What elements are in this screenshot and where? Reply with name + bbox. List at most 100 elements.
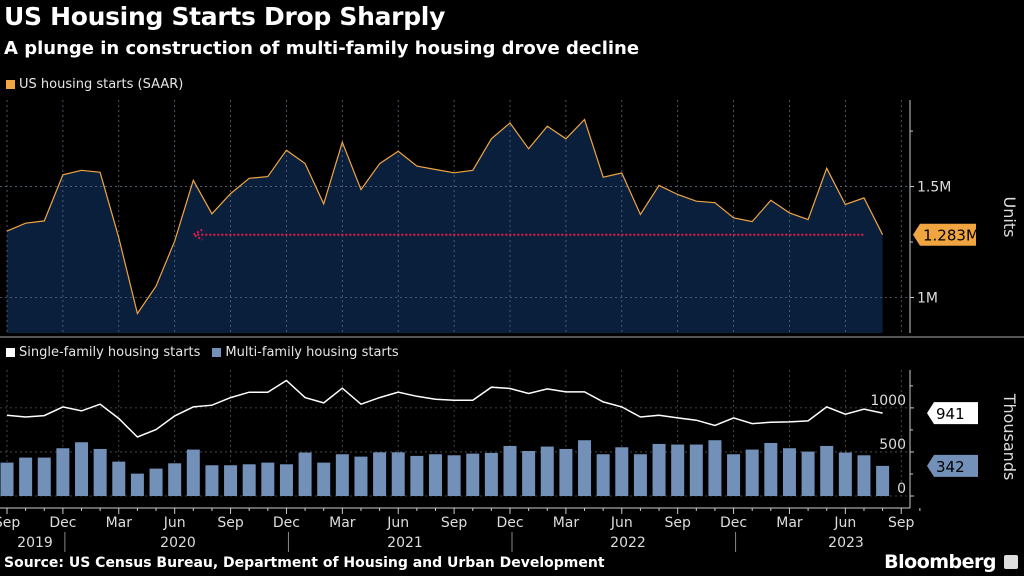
multi-family-bar [782, 448, 796, 496]
multi-family-bar [75, 442, 89, 496]
multi-family-bar [466, 453, 480, 496]
bottom-y-tick-label: 500 [879, 437, 906, 453]
multi-family-bar [186, 449, 200, 496]
legend-label-single: Single-family housing starts [19, 345, 201, 360]
single-family-last-label: 941 [936, 405, 965, 423]
legend-label-total: US housing starts (SAAR) [19, 77, 184, 92]
multi-family-bar [317, 462, 331, 496]
x-year-label: 2023 [828, 535, 864, 551]
x-month-label: Jun [386, 515, 409, 531]
x-month-label: Sep [441, 515, 468, 531]
last-value-badge [913, 223, 976, 246]
arrow-head-icon [191, 228, 203, 241]
top-y-tick-label: 1.5M [917, 180, 951, 196]
x-month-label: Sep [0, 515, 20, 531]
x-year-label: 2019 [17, 535, 53, 551]
multi-family-bar [671, 444, 685, 496]
multi-family-bar [727, 454, 741, 496]
multi-family-bar [820, 445, 834, 496]
last-value-label: 1.283M [923, 227, 979, 245]
x-month-label: Sep [664, 515, 691, 531]
bottom-y-axis-label: Thousands [1000, 393, 1019, 481]
legend-label-multi: Multi-family housing starts [225, 345, 399, 360]
x-month-label: Sep [217, 515, 244, 531]
multi-family-bar [652, 443, 666, 496]
bloomberg-logo: Bloomberg [884, 551, 996, 573]
multi-family-bar [689, 444, 703, 496]
x-month-label: Dec [49, 515, 76, 531]
multi-family-bar [484, 452, 498, 496]
legend-swatch-single [6, 348, 15, 357]
multi-family-bar [391, 452, 405, 496]
multi-family-bar [335, 454, 349, 496]
multi-family-bar [876, 465, 890, 496]
x-year-label: 2020 [160, 535, 196, 551]
multi-family-bar [112, 461, 126, 496]
legend-swatch-multi [212, 348, 222, 357]
multi-family-bar [0, 462, 14, 496]
multi-family-bar [56, 448, 70, 496]
bottom-y-tick-label: 0 [897, 481, 906, 497]
single-family-line [6, 379, 883, 438]
single-family-last-badge [927, 402, 978, 425]
bottom-y-tick-label: 1000 [870, 393, 906, 409]
legend-top: US housing starts (SAAR) [6, 77, 183, 92]
total-line [6, 118, 884, 315]
multi-family-bar [354, 456, 368, 496]
multi-family-bar [149, 468, 163, 496]
x-year-label: 2022 [610, 535, 646, 551]
multi-family-bar [298, 452, 312, 496]
chart-subtitle: A plunge in construction of multi-family… [4, 38, 640, 59]
multi-family-bar [615, 447, 629, 496]
multi-family-bar [410, 455, 424, 496]
multi-family-bar [745, 449, 759, 496]
multi-family-bar [633, 454, 647, 496]
multi-family-bar [428, 454, 442, 496]
multi-family-bar [279, 464, 293, 496]
multi-family-bar [224, 465, 238, 496]
top-y-tick-label: 1M [917, 290, 938, 306]
panel-separator [0, 336, 1024, 338]
multi-family-bar [37, 457, 51, 496]
total-area [7, 119, 883, 333]
x-month-label: Jun [610, 515, 633, 531]
multi-family-bar [857, 455, 871, 496]
multi-family-bar [242, 464, 256, 496]
multi-family-bar [559, 448, 573, 496]
x-year-label: 2021 [387, 535, 423, 551]
x-month-label: Jun [163, 515, 186, 531]
bloomberg-chart-icon [1004, 555, 1018, 569]
multi-family-bar [503, 445, 517, 496]
multi-family-bar [578, 440, 592, 496]
legend-bottom: Single-family housing starts Multi-famil… [6, 345, 399, 360]
multi-family-bar [205, 465, 219, 496]
multi-family-bar [130, 473, 144, 496]
chart-title: US Housing Starts Drop Sharply [4, 2, 446, 31]
top-y-axis-label: Units [1000, 197, 1019, 238]
multi-family-bar [261, 462, 275, 496]
multi-family-bar [168, 463, 182, 496]
multi-family-bar [447, 455, 461, 496]
x-month-label: Sep [888, 515, 915, 531]
multi-family-bar [838, 452, 852, 496]
x-month-label: Jun [833, 515, 856, 531]
multi-family-bar [764, 442, 778, 496]
multi-family-bar [522, 450, 536, 496]
multi-family-bar [596, 454, 610, 496]
multi-family-bar [19, 457, 33, 496]
source-note: Source: US Census Bureau, Department of … [4, 555, 605, 571]
x-month-label: Dec [720, 515, 747, 531]
multi-family-bar [708, 440, 722, 496]
multi-family-last-badge [927, 454, 978, 477]
multi-family-bar [801, 451, 815, 496]
multi-family-last-label: 342 [936, 458, 965, 476]
x-month-label: Mar [329, 515, 356, 531]
x-month-label: Dec [496, 515, 523, 531]
x-month-label: Dec [273, 515, 300, 531]
multi-family-bar [373, 452, 387, 496]
multi-family-bar [93, 448, 107, 496]
multi-family-bar [540, 446, 554, 496]
x-month-label: Mar [776, 515, 803, 531]
legend-swatch-total [6, 80, 15, 89]
